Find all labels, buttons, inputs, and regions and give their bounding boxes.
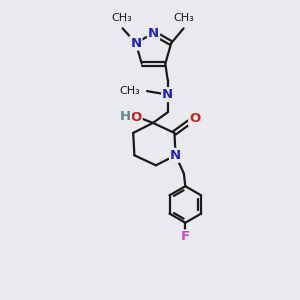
Text: CH₃: CH₃ [174, 13, 194, 23]
Text: N: N [162, 88, 173, 101]
Text: N: N [130, 37, 141, 50]
Text: O: O [130, 110, 142, 124]
Text: CH₃: CH₃ [112, 13, 132, 23]
Text: N: N [170, 149, 181, 162]
Text: H: H [120, 110, 131, 123]
Text: CH₃: CH₃ [119, 86, 140, 96]
Text: F: F [181, 230, 190, 243]
Text: N: N [148, 27, 159, 40]
Text: O: O [189, 112, 200, 125]
